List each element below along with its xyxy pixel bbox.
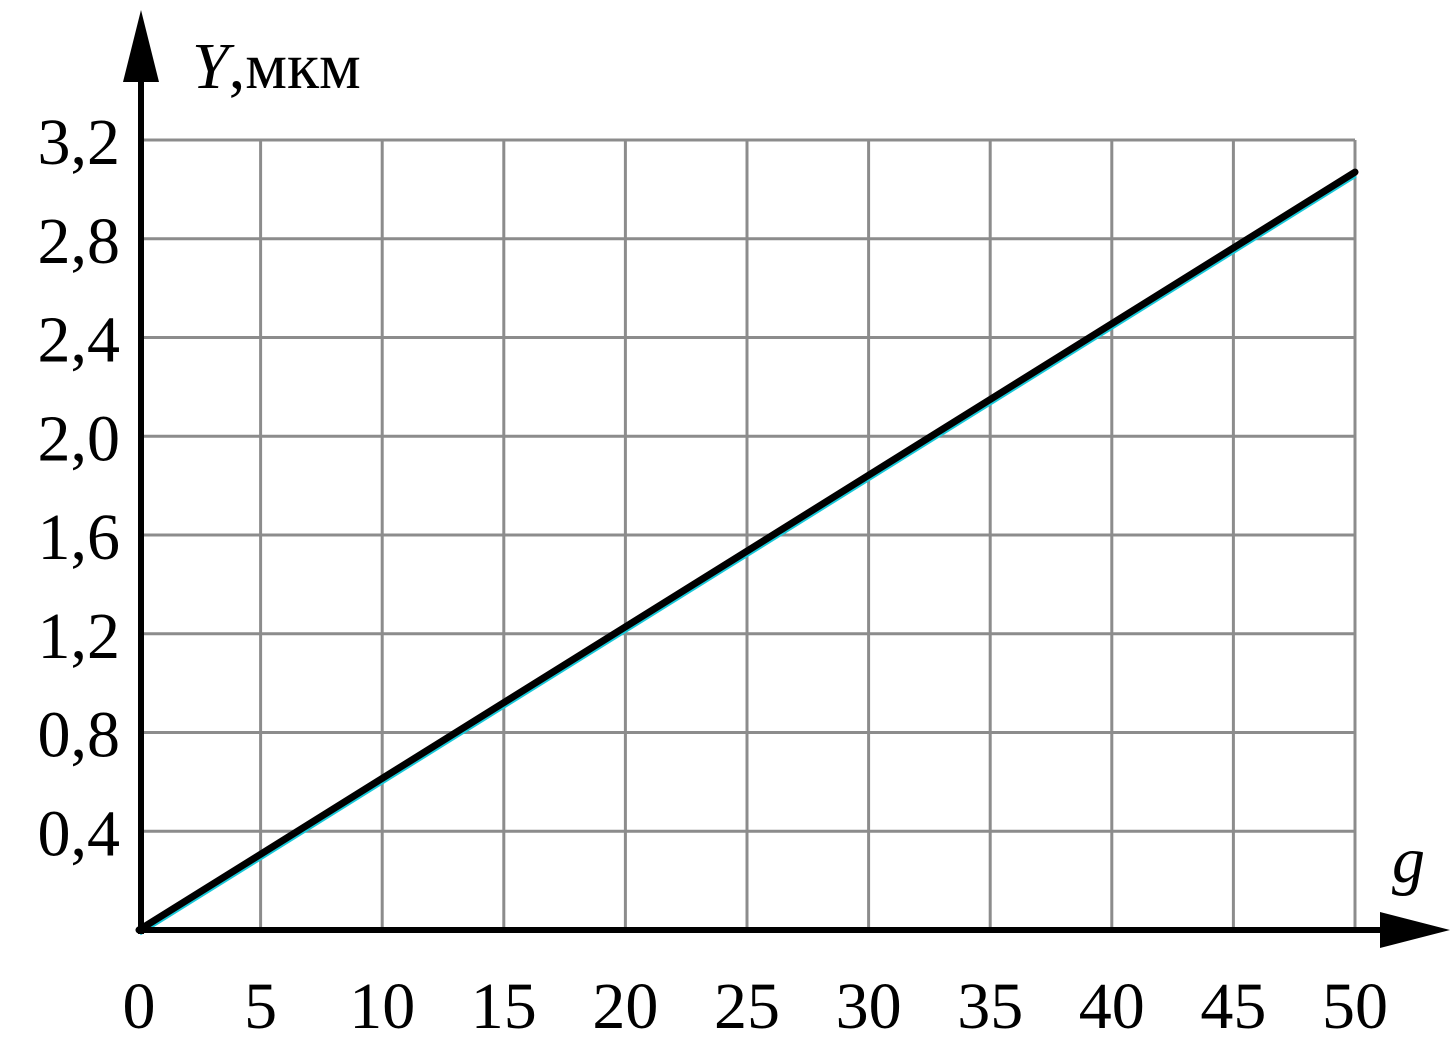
x-tick-label: 50 xyxy=(1322,970,1388,1043)
y-tick-label: 2,8 xyxy=(38,205,121,278)
x-axis-title: g xyxy=(1392,824,1425,897)
x-tick-label: 15 xyxy=(471,970,537,1043)
axes xyxy=(123,10,1450,948)
y-axis-arrow xyxy=(123,10,159,82)
series-line xyxy=(135,168,1359,934)
x-tick-label: 45 xyxy=(1200,970,1266,1043)
series-layer xyxy=(135,168,1359,936)
y-tick-label: 1,6 xyxy=(38,501,121,574)
series-line-shadow xyxy=(139,174,1357,936)
y-axis-title: Y,мкм xyxy=(192,30,361,103)
y-axis-symbol: Y xyxy=(192,30,235,103)
x-tick-label: 0 xyxy=(123,970,156,1043)
x-tick-label: 40 xyxy=(1079,970,1145,1043)
y-tick-label: 2,4 xyxy=(38,304,121,377)
y-tick-label: 0,4 xyxy=(38,797,121,870)
grid xyxy=(139,138,1357,930)
x-tick-label: 30 xyxy=(836,970,902,1043)
y-axis-unit: ,мкм xyxy=(229,30,361,103)
x-tick-label: 20 xyxy=(592,970,658,1043)
y-tick-label: 1,2 xyxy=(38,600,121,673)
y-tick-label: 2,0 xyxy=(38,402,121,475)
x-tick-label: 10 xyxy=(349,970,415,1043)
y-tick-label: 3,2 xyxy=(38,106,121,179)
x-tick-label: 25 xyxy=(714,970,780,1043)
x-tick-label: 5 xyxy=(244,970,277,1043)
y-tick-label: 0,8 xyxy=(38,699,121,772)
x-axis-arrow xyxy=(1380,912,1450,948)
x-tick-label: 35 xyxy=(957,970,1023,1043)
tick-labels: 0 5 10 15 20 25 30 35 40 45 50 0,4 0,8 1,2 1,6 2,0 2,4 2,… xyxy=(38,106,1389,1043)
